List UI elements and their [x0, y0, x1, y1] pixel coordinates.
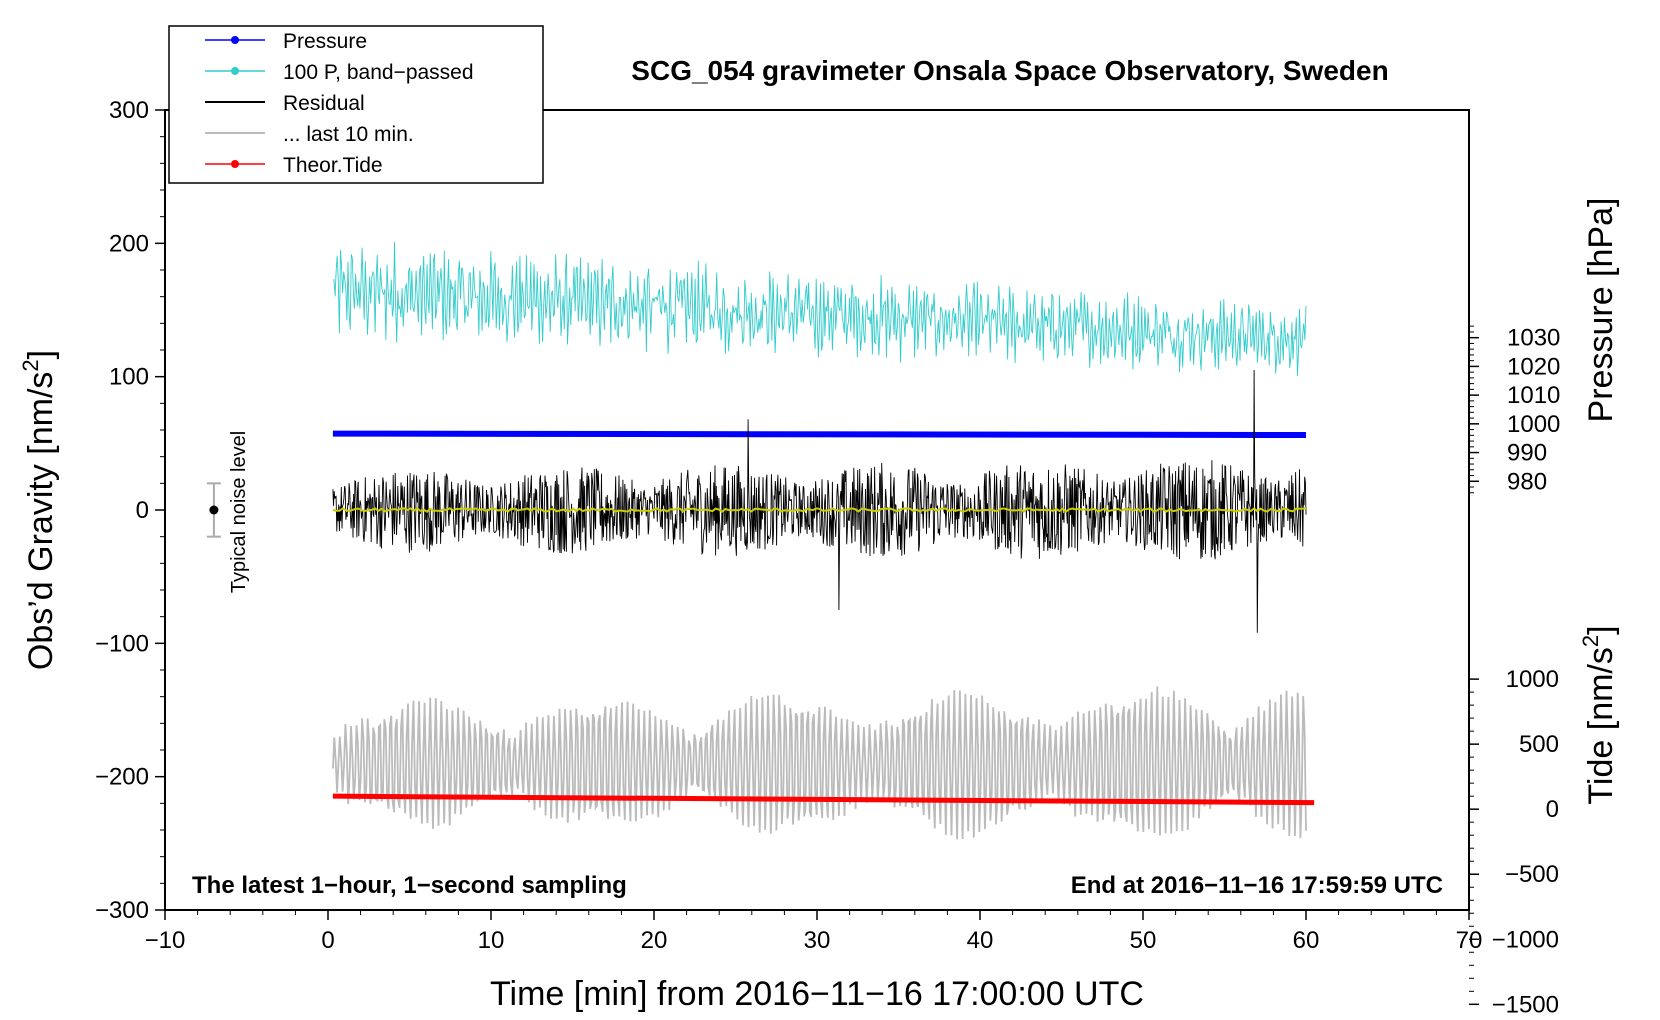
chart-title: SCG_054 gravimeter Onsala Space Observat…: [631, 55, 1388, 86]
legend-marker-theor-tide: [231, 160, 239, 168]
legend-item-last-10-min: ... last 10 min.: [205, 123, 414, 146]
series-residual-line: [332, 369, 1307, 633]
y-left-tick-label: 100: [109, 364, 149, 391]
noise-level-label: Typical noise level: [228, 431, 250, 593]
y-axis-tide: 1000 500 0 −500 −1000 −1500: [1469, 666, 1559, 1018]
series-theor-tide-line: [332, 793, 1315, 806]
y-left-tick-label: 0: [136, 497, 149, 524]
y-axis-tide-label: Tide [nm/s2]: [1578, 625, 1620, 804]
pressure-tick-label: 980: [1507, 468, 1547, 495]
legend-item-residual: Residual: [205, 92, 365, 115]
x-axis-label: Time [min] from 2016−11−16 17:00:00 UTC: [490, 975, 1144, 1013]
tide-tick-label: −1000: [1492, 926, 1559, 953]
x-tick-label: 70: [1456, 927, 1483, 954]
svg-text:... last 10 min.: ... last 10 min.: [283, 123, 414, 146]
noise-level-dot: [209, 505, 219, 515]
x-tick-label: 20: [641, 927, 668, 954]
legend-item-theor-tide: Theor.Tide: [205, 154, 383, 177]
noise-level-indicator: Typical noise level: [206, 431, 250, 593]
x-tick-label: 0: [321, 927, 334, 954]
pressure-tick-label: 1020: [1507, 353, 1560, 380]
x-tick-label: 60: [1293, 927, 1320, 954]
tide-tick-label: 500: [1519, 731, 1559, 758]
annotation-bottom-right: End at 2016−11−16 17:59:59 UTC: [1071, 872, 1443, 899]
annotation-bottom-left: The latest 1−hour, 1−second sampling: [192, 872, 627, 899]
tide-tick-label: −500: [1505, 861, 1559, 888]
series-band-passed-line: [332, 241, 1307, 376]
x-tick-label: 10: [478, 927, 505, 954]
legend-item-pressure: Pressure: [205, 30, 367, 53]
legend-box: [168, 25, 544, 184]
x-tick-label: 30: [804, 927, 831, 954]
svg-text:Theor.Tide: Theor.Tide: [283, 154, 383, 177]
x-tick-label: −10: [145, 927, 186, 954]
y-left-tick-label: 300: [109, 97, 149, 124]
x-tick-label: 40: [967, 927, 994, 954]
tide-tick-label: 0: [1546, 796, 1559, 823]
tide-tick-label: −1500: [1492, 991, 1559, 1018]
legend-marker-pressure: [231, 36, 239, 44]
legend-marker-band-passed: [231, 67, 239, 75]
legend-item-band-passed: 100 P, band−passed: [205, 61, 474, 84]
svg-text:Residual: Residual: [283, 92, 365, 115]
y-axis-pressure-label: Pressure [hPa]: [1582, 198, 1620, 423]
y-axis-left: 300 200 100 0 −100 −200 −300: [95, 97, 165, 924]
series-pressure-line: [332, 430, 1307, 439]
svg-text:100 P, band−passed: 100 P, band−passed: [283, 61, 474, 84]
y-left-tick-label: −100: [95, 630, 149, 657]
y-left-tick-label: −300: [95, 897, 149, 924]
svg-text:Pressure: Pressure: [283, 30, 367, 53]
series-layer: [332, 241, 1315, 840]
x-axis: −10 0 10 20 30 40 50 60 70: [145, 910, 1483, 954]
x-tick-label: 50: [1130, 927, 1157, 954]
y-left-tick-label: −200: [95, 764, 149, 791]
pressure-tick-label: 990: [1507, 440, 1547, 467]
pressure-tick-label: 1010: [1507, 382, 1560, 409]
legend: Pressure 100 P, band−passed Residual ...…: [168, 25, 544, 184]
y-axis-left-label: Obs’d Gravity [nm/s2]: [18, 350, 60, 670]
series-smoothed-residual-line: [332, 507, 1307, 513]
pressure-tick-label: 1030: [1507, 325, 1560, 352]
tide-tick-label: 1000: [1506, 666, 1559, 693]
y-left-tick-label: 200: [109, 230, 149, 257]
pressure-tick-label: 1000: [1507, 411, 1560, 438]
